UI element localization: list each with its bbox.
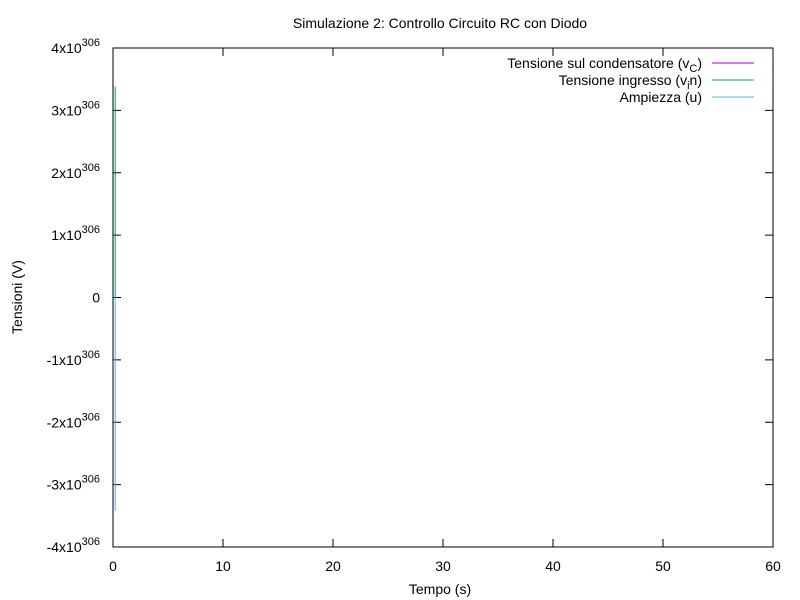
y-tick-label: 1x10306 [51, 224, 100, 243]
y-tick-label: 3x10306 [51, 99, 100, 118]
y-tick-label-exponent: 306 [82, 411, 100, 423]
y-tick-label-base: 2x10 [51, 165, 82, 181]
y-tick-label-exponent: 306 [82, 349, 100, 361]
legend-label: Tensione ingresso (vin) [559, 72, 702, 92]
y-tick-label-exponent: 306 [82, 37, 100, 49]
legend-label: Tensione sul condensatore (vC) [507, 55, 702, 75]
y-tick-label-base: 4x10 [51, 40, 82, 56]
x-tick-label: 60 [765, 558, 781, 574]
y-tick-label-base: -3x10 [47, 477, 82, 493]
y-axis-label: Tensioni (V) [9, 260, 25, 334]
legend-label-tail: n) [690, 72, 702, 88]
y-tick-label-exponent: 306 [82, 536, 100, 548]
y-tick-label-base: 1x10 [51, 227, 82, 243]
y-tick-label: -3x10306 [47, 474, 100, 493]
y-tick-label: -2x10306 [47, 411, 100, 430]
y-tick-label-exponent: 306 [82, 162, 100, 174]
x-tick-label: 0 [109, 558, 117, 574]
y-tick-label: 2x10306 [51, 162, 100, 181]
legend: Tensione sul condensatore (vC)Tensione i… [507, 55, 754, 105]
y-tick-label-exponent: 306 [82, 99, 100, 111]
legend-label-name: Ampiezza (u) [620, 89, 702, 105]
plot-frame [112, 47, 774, 548]
x-tick-label: 30 [435, 558, 451, 574]
y-tick-label-base: 0 [92, 290, 100, 306]
y-tick-label-exponent: 306 [82, 474, 100, 486]
x-tick-label: 20 [325, 558, 341, 574]
y-tick-label: -1x10306 [47, 349, 100, 368]
legend-label-name: Tensione ingresso (v [559, 72, 687, 88]
y-tick-label-base: -1x10 [47, 352, 82, 368]
y-tick-label: 4x10306 [51, 37, 100, 56]
y-tick-label: -4x10306 [47, 536, 100, 555]
y-axis-ticks: 4x103063x103062x103061x103060-1x10306-2x… [47, 37, 773, 555]
legend-label-tail: ) [697, 55, 702, 71]
y-tick-label-exponent: 306 [82, 224, 100, 236]
x-axis-label: Tempo (s) [409, 581, 471, 597]
y-tick-label-base: 3x10 [51, 102, 82, 118]
legend-label: Ampiezza (u) [620, 89, 702, 105]
legend-label-name: Tensione sul condensatore (v [507, 55, 689, 71]
x-axis-ticks: 0 10 20 30 40 50 60 [109, 48, 781, 574]
y-tick-label-base: -2x10 [47, 414, 82, 430]
y-tick-label: 0 [92, 290, 100, 306]
legend-label-subscript: C [689, 63, 697, 75]
chart-title: Simulazione 2: Controllo Circuito RC con… [293, 15, 587, 31]
y-tick-label-base: -4x10 [47, 539, 82, 555]
x-tick-label: 50 [655, 558, 671, 574]
x-tick-label: 40 [545, 558, 561, 574]
x-tick-label: 10 [215, 558, 231, 574]
legend-label-subscript: i [687, 80, 689, 92]
